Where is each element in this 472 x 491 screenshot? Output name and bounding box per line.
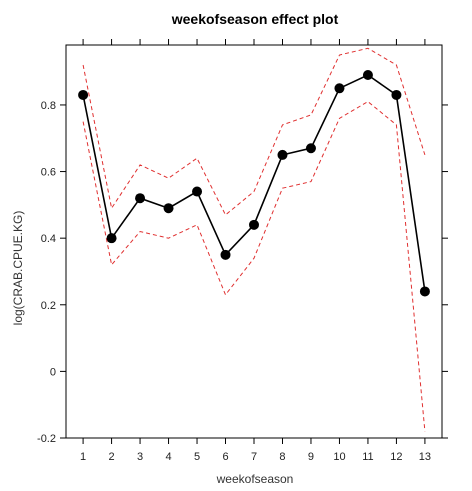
series-layer [78, 47, 430, 432]
x-tick-label: 13 [419, 451, 431, 463]
estimate-point [135, 193, 146, 204]
estimate-point [277, 149, 288, 160]
upper-confidence-line [82, 47, 426, 216]
estimate-point [305, 143, 316, 154]
x-tick-label: 9 [308, 451, 314, 463]
x-tick-label: 7 [251, 451, 257, 463]
plot-frame [65, 44, 443, 439]
estimate-point [391, 89, 402, 100]
y-tick-label: -0.2 [37, 433, 56, 445]
estimate-point [106, 233, 117, 244]
x-axis: 1 2 3 4 5 6 7 8 9 10 11 12 13 [80, 39, 431, 463]
estimate-point [192, 186, 203, 197]
x-tick-label: 6 [222, 451, 228, 463]
y-axis: -0.2 0 0.2 0.4 0.6 0.8 [37, 100, 448, 445]
x-tick-label: 10 [333, 451, 345, 463]
lower-confidence-line [82, 100, 426, 432]
x-axis-label: weekofseason [216, 472, 294, 486]
x-tick-label: 11 [362, 451, 373, 463]
x-tick-label: 5 [194, 451, 200, 463]
y-tick-label: 0 [50, 366, 56, 378]
y-tick-label: 0.4 [41, 233, 56, 245]
x-tick-label: 12 [390, 451, 402, 463]
y-tick-label: 0.6 [41, 167, 56, 179]
x-tick-label: 3 [137, 451, 143, 463]
x-tick-label: 4 [165, 451, 171, 463]
y-tick-label: 0.2 [41, 300, 56, 312]
estimate-point [362, 69, 373, 80]
x-tick-label: 1 [80, 451, 86, 463]
estimate-line [82, 74, 426, 292]
x-tick-label: 8 [279, 451, 285, 463]
estimate-point [78, 89, 89, 100]
chart-title: weekofseason effect plot [171, 11, 339, 27]
estimate-point [220, 249, 231, 260]
x-tick-label: 2 [109, 451, 115, 463]
y-tick-label: 0.8 [41, 100, 56, 112]
estimate-point [334, 83, 345, 94]
estimate-point [249, 219, 259, 230]
estimate-point [419, 286, 430, 297]
y-axis-label: log(CRAB.CPUE.KG) [11, 211, 25, 326]
estimate-point [163, 203, 174, 214]
